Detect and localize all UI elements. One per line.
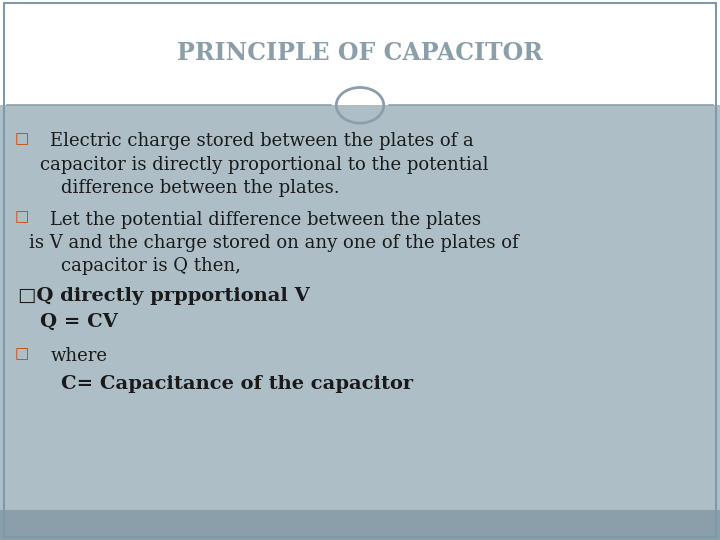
Text: Let the potential difference between the plates: Let the potential difference between the… (50, 211, 482, 228)
Text: difference between the plates.: difference between the plates. (61, 179, 340, 197)
Text: Electric charge stored between the plates of a: Electric charge stored between the plate… (50, 132, 474, 150)
Text: Q = CV: Q = CV (40, 313, 117, 331)
FancyBboxPatch shape (0, 510, 720, 540)
Text: C= Capacitance of the capacitor: C= Capacitance of the capacitor (61, 375, 413, 393)
Text: capacitor is Q then,: capacitor is Q then, (61, 257, 241, 275)
Text: □: □ (14, 132, 29, 146)
FancyBboxPatch shape (0, 0, 720, 105)
Text: capacitor is directly proportional to the potential: capacitor is directly proportional to th… (40, 156, 488, 173)
Text: □: □ (14, 211, 29, 225)
Text: □: □ (14, 347, 29, 361)
Text: PRINCIPLE OF CAPACITOR: PRINCIPLE OF CAPACITOR (177, 40, 543, 65)
Text: is V and the charge stored on any one of the plates of: is V and the charge stored on any one of… (29, 234, 518, 252)
Text: □Q directly prpportional V: □Q directly prpportional V (18, 287, 310, 305)
Text: where: where (50, 347, 107, 364)
